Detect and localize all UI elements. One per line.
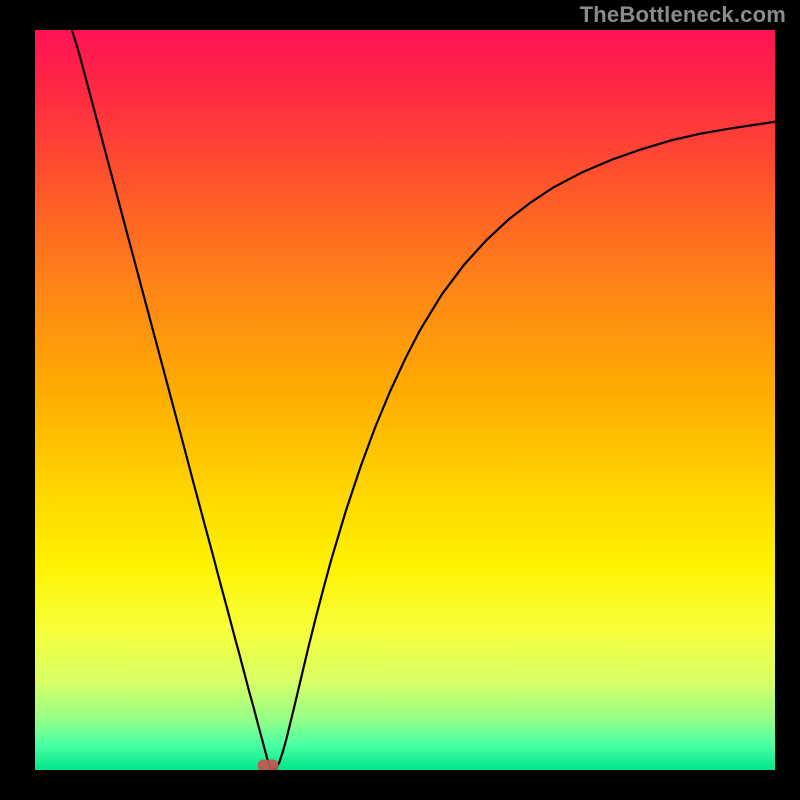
plot-svg xyxy=(35,30,775,770)
figure-canvas: TheBottleneck.com xyxy=(0,0,800,800)
watermark-text: TheBottleneck.com xyxy=(580,2,786,28)
minimum-marker xyxy=(258,760,279,770)
gradient-background xyxy=(35,30,775,770)
plot-area xyxy=(35,30,775,770)
